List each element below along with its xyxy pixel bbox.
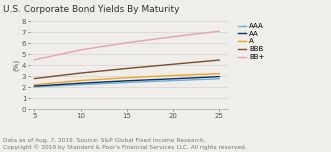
Legend: AAA, AA, A, BBB, BB+: AAA, AA, A, BBB, BB+	[238, 23, 264, 60]
Line: AAA: AAA	[34, 79, 219, 87]
AA	[125, 80, 129, 82]
AAA	[171, 80, 175, 81]
BB+	[217, 30, 221, 32]
AA	[32, 85, 36, 87]
Text: Data as of Aug. 7, 2019. Source: S&P Global Fixed Income Research.
Copyright © 2: Data as of Aug. 7, 2019. Source: S&P Glo…	[3, 138, 247, 150]
BB+	[78, 49, 82, 51]
AAA	[32, 86, 36, 88]
BBB	[125, 67, 129, 69]
BBB	[217, 59, 221, 61]
Line: AA: AA	[34, 77, 219, 86]
Text: U.S. Corporate Bond Yields By Maturity: U.S. Corporate Bond Yields By Maturity	[3, 5, 180, 14]
BB+	[32, 59, 36, 61]
BBB	[171, 63, 175, 65]
A	[125, 77, 129, 79]
A	[171, 75, 175, 76]
BB+	[171, 36, 175, 38]
A	[217, 73, 221, 74]
A	[32, 84, 36, 86]
AAA	[217, 78, 221, 80]
AA	[217, 76, 221, 78]
A	[78, 80, 82, 81]
Line: A: A	[34, 74, 219, 85]
Line: BB+: BB+	[34, 31, 219, 60]
AAA	[125, 81, 129, 83]
BBB	[78, 72, 82, 74]
AA	[78, 82, 82, 84]
Y-axis label: (%): (%)	[13, 59, 19, 71]
BB+	[125, 42, 129, 44]
BBB	[32, 78, 36, 79]
Line: BBB: BBB	[34, 60, 219, 79]
AA	[171, 78, 175, 80]
AAA	[78, 84, 82, 86]
